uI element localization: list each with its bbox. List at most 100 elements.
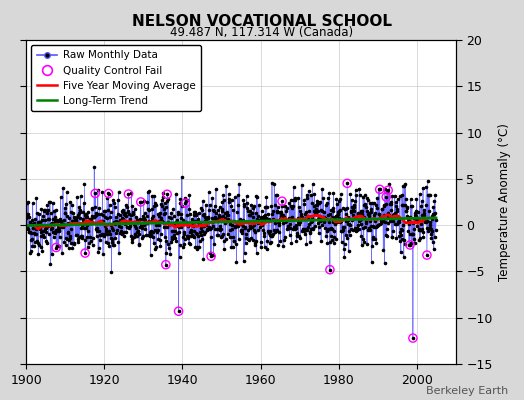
Point — [94, 187, 102, 193]
Point — [37, 232, 45, 239]
Point — [46, 222, 54, 228]
Point — [172, 230, 181, 236]
Point — [28, 235, 36, 242]
Point — [269, 231, 277, 238]
Point — [391, 210, 399, 216]
Point — [176, 242, 184, 249]
Point — [44, 207, 52, 213]
Point — [351, 214, 359, 221]
Point — [367, 259, 376, 266]
Point — [40, 208, 48, 214]
Point — [129, 211, 137, 218]
Point — [356, 217, 364, 223]
Point — [293, 218, 302, 225]
Point — [204, 189, 213, 195]
Point — [216, 234, 225, 240]
Point — [321, 215, 330, 221]
Point — [137, 223, 145, 229]
Point — [63, 189, 71, 195]
Point — [323, 240, 332, 247]
Point — [424, 228, 432, 234]
Point — [419, 184, 427, 191]
Point — [28, 217, 36, 224]
Point — [388, 192, 396, 199]
Point — [71, 216, 80, 222]
Point — [429, 211, 438, 218]
Point — [170, 222, 179, 228]
Point — [370, 212, 378, 218]
Point — [151, 246, 159, 252]
Point — [124, 208, 132, 215]
Point — [36, 244, 45, 250]
Point — [119, 233, 128, 239]
Point — [260, 212, 269, 219]
Point — [124, 191, 133, 197]
Point — [42, 224, 50, 231]
Point — [52, 227, 61, 234]
Point — [155, 222, 163, 228]
Point — [322, 202, 330, 208]
Point — [167, 214, 176, 221]
Point — [298, 214, 306, 220]
Point — [326, 211, 334, 218]
Point — [49, 200, 57, 206]
Point — [51, 214, 59, 220]
Point — [341, 206, 350, 212]
Point — [231, 224, 239, 230]
Point — [405, 218, 413, 224]
Point — [26, 218, 34, 225]
Point — [251, 240, 259, 246]
Point — [274, 209, 282, 216]
Point — [139, 198, 148, 204]
Point — [99, 218, 107, 224]
Point — [303, 191, 311, 198]
Point — [79, 217, 87, 224]
Point — [106, 231, 114, 238]
Point — [184, 222, 192, 229]
Point — [421, 216, 430, 222]
Point — [90, 213, 98, 220]
Point — [304, 213, 313, 219]
Point — [128, 238, 136, 245]
Point — [173, 222, 181, 228]
Point — [314, 200, 323, 206]
Point — [421, 218, 429, 224]
Point — [339, 227, 347, 234]
Point — [426, 219, 434, 226]
Point — [407, 203, 415, 209]
Point — [53, 218, 62, 224]
Point — [308, 218, 316, 224]
Point — [35, 219, 43, 226]
Point — [181, 195, 189, 201]
Point — [51, 229, 59, 236]
Point — [71, 217, 79, 223]
Point — [83, 222, 91, 228]
Point — [119, 211, 128, 218]
Point — [147, 218, 156, 224]
Point — [54, 222, 62, 228]
Point — [105, 228, 113, 234]
Point — [199, 212, 207, 218]
Point — [304, 214, 312, 220]
Point — [238, 227, 246, 233]
Point — [398, 227, 407, 233]
Point — [268, 211, 277, 218]
Point — [383, 188, 391, 195]
Point — [267, 233, 275, 239]
Point — [162, 238, 170, 244]
Point — [315, 212, 323, 219]
Point — [43, 210, 51, 216]
Point — [27, 248, 35, 254]
Point — [126, 212, 135, 218]
Point — [341, 206, 349, 212]
Point — [90, 212, 99, 219]
Point — [27, 237, 36, 243]
Point — [373, 204, 381, 211]
Point — [357, 242, 366, 248]
Point — [411, 210, 419, 216]
Point — [174, 308, 183, 314]
Point — [271, 192, 280, 198]
Point — [234, 192, 242, 198]
Point — [346, 191, 355, 197]
Point — [424, 191, 433, 198]
